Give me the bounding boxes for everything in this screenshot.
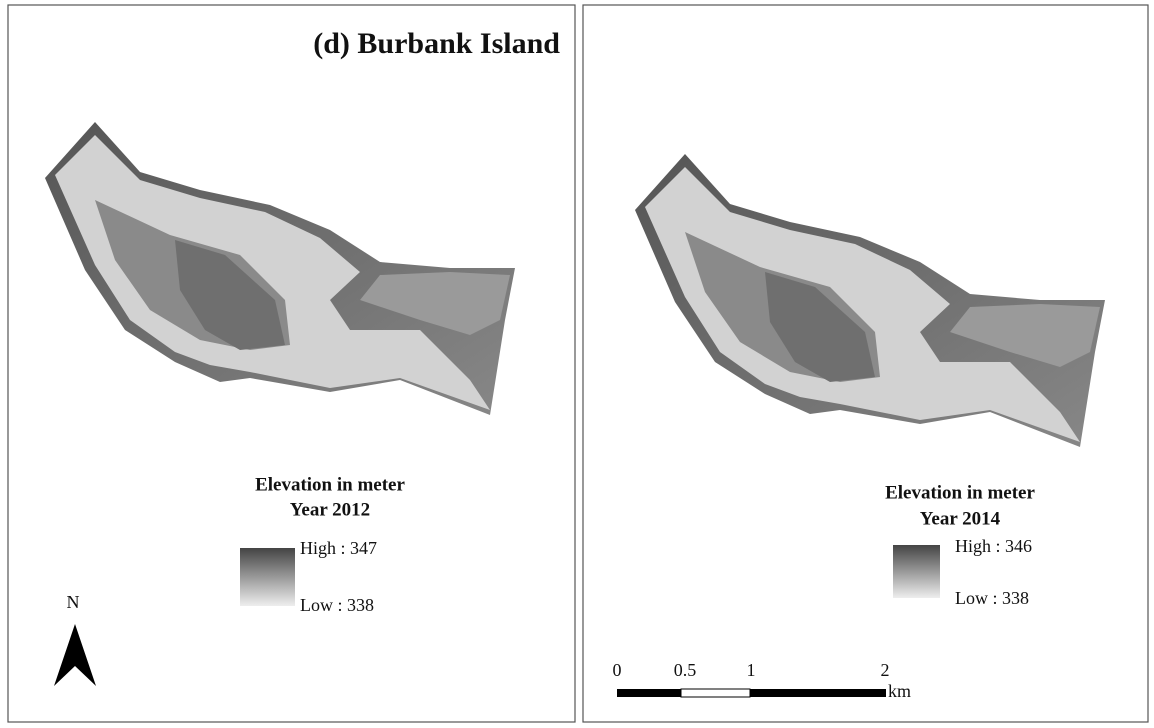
north-arrow [54,624,96,686]
scale-label: 2 [881,660,890,680]
legend-ramp [893,545,940,598]
scale-unit: km [888,681,911,701]
legend-ramp [240,548,295,606]
scale-label: 1 [747,660,756,680]
legend-title: Elevation in meter [255,474,405,495]
elevation-raster [635,154,1105,447]
north-label: N [67,592,80,612]
scale-label: 0.5 [674,660,697,680]
legend-title: Year 2012 [290,499,370,520]
legend-low: Low : 338 [955,588,1029,608]
scale-segment [681,689,750,697]
legend-high: High : 346 [955,536,1032,556]
scale-label: 0 [613,660,622,680]
legend-high: High : 347 [300,538,377,558]
legend-low: Low : 338 [300,595,374,615]
legend-title: Elevation in meter [885,482,1035,503]
figure-title: (d) Burbank Island [313,27,560,60]
scale-segment [750,689,886,697]
elevation-raster [45,122,515,415]
legend-title: Year 2014 [920,508,1001,529]
scale-segment [617,689,681,697]
map-figure: (d) Burbank Island Elevation in meter Ye… [0,0,1154,728]
